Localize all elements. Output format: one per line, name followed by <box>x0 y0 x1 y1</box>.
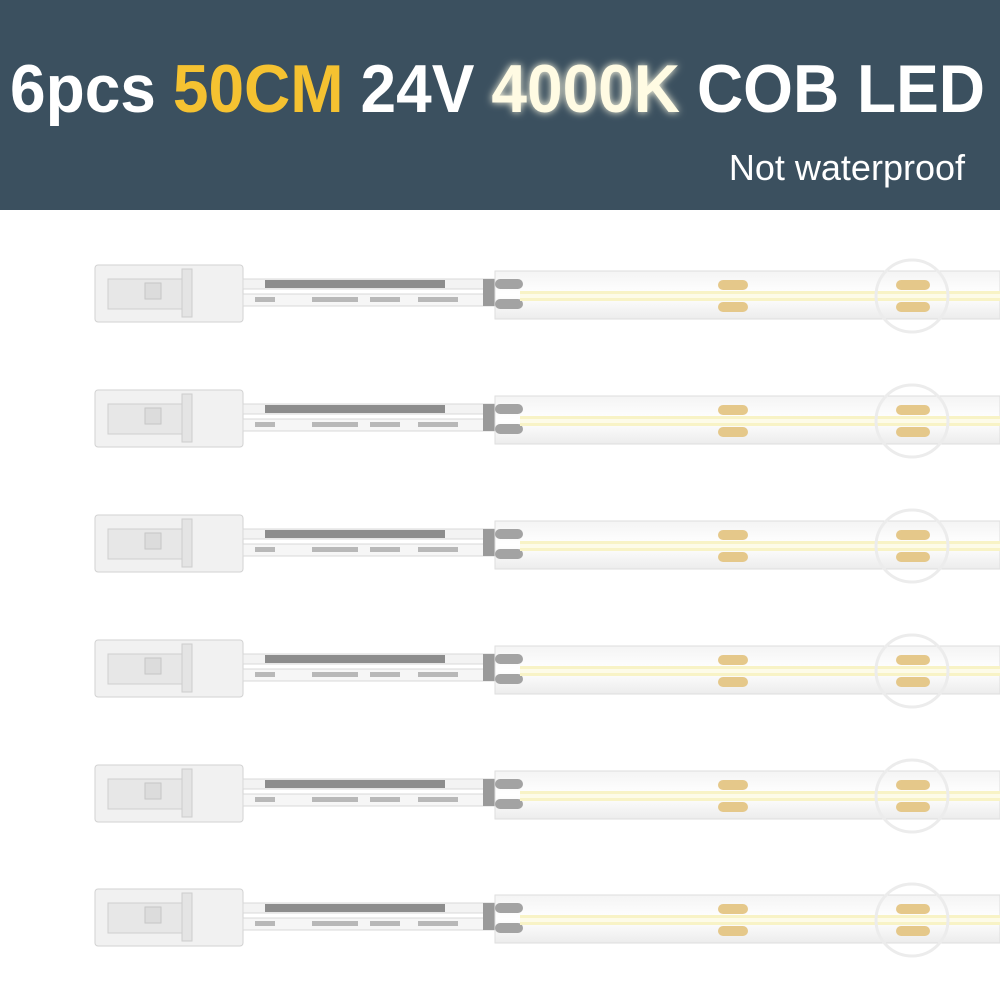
title-color-temp: 4000K <box>491 51 680 127</box>
subtitle: Not waterproof <box>729 147 966 188</box>
led-strip <box>93 258 1000 334</box>
title-voltage: 24V <box>361 51 475 127</box>
led-strip <box>93 882 1000 958</box>
led-strip <box>93 758 1000 834</box>
led-strip <box>93 383 1000 459</box>
header-band <box>0 0 1000 210</box>
led-strip <box>93 508 1000 584</box>
title-product: COB LED <box>697 51 985 127</box>
title-length: 50CM <box>173 51 344 127</box>
title: 6pcs 50CM24V 4000KCOB LED <box>10 51 985 127</box>
led-strip <box>93 633 1000 709</box>
title-count: 6pcs <box>10 51 156 127</box>
